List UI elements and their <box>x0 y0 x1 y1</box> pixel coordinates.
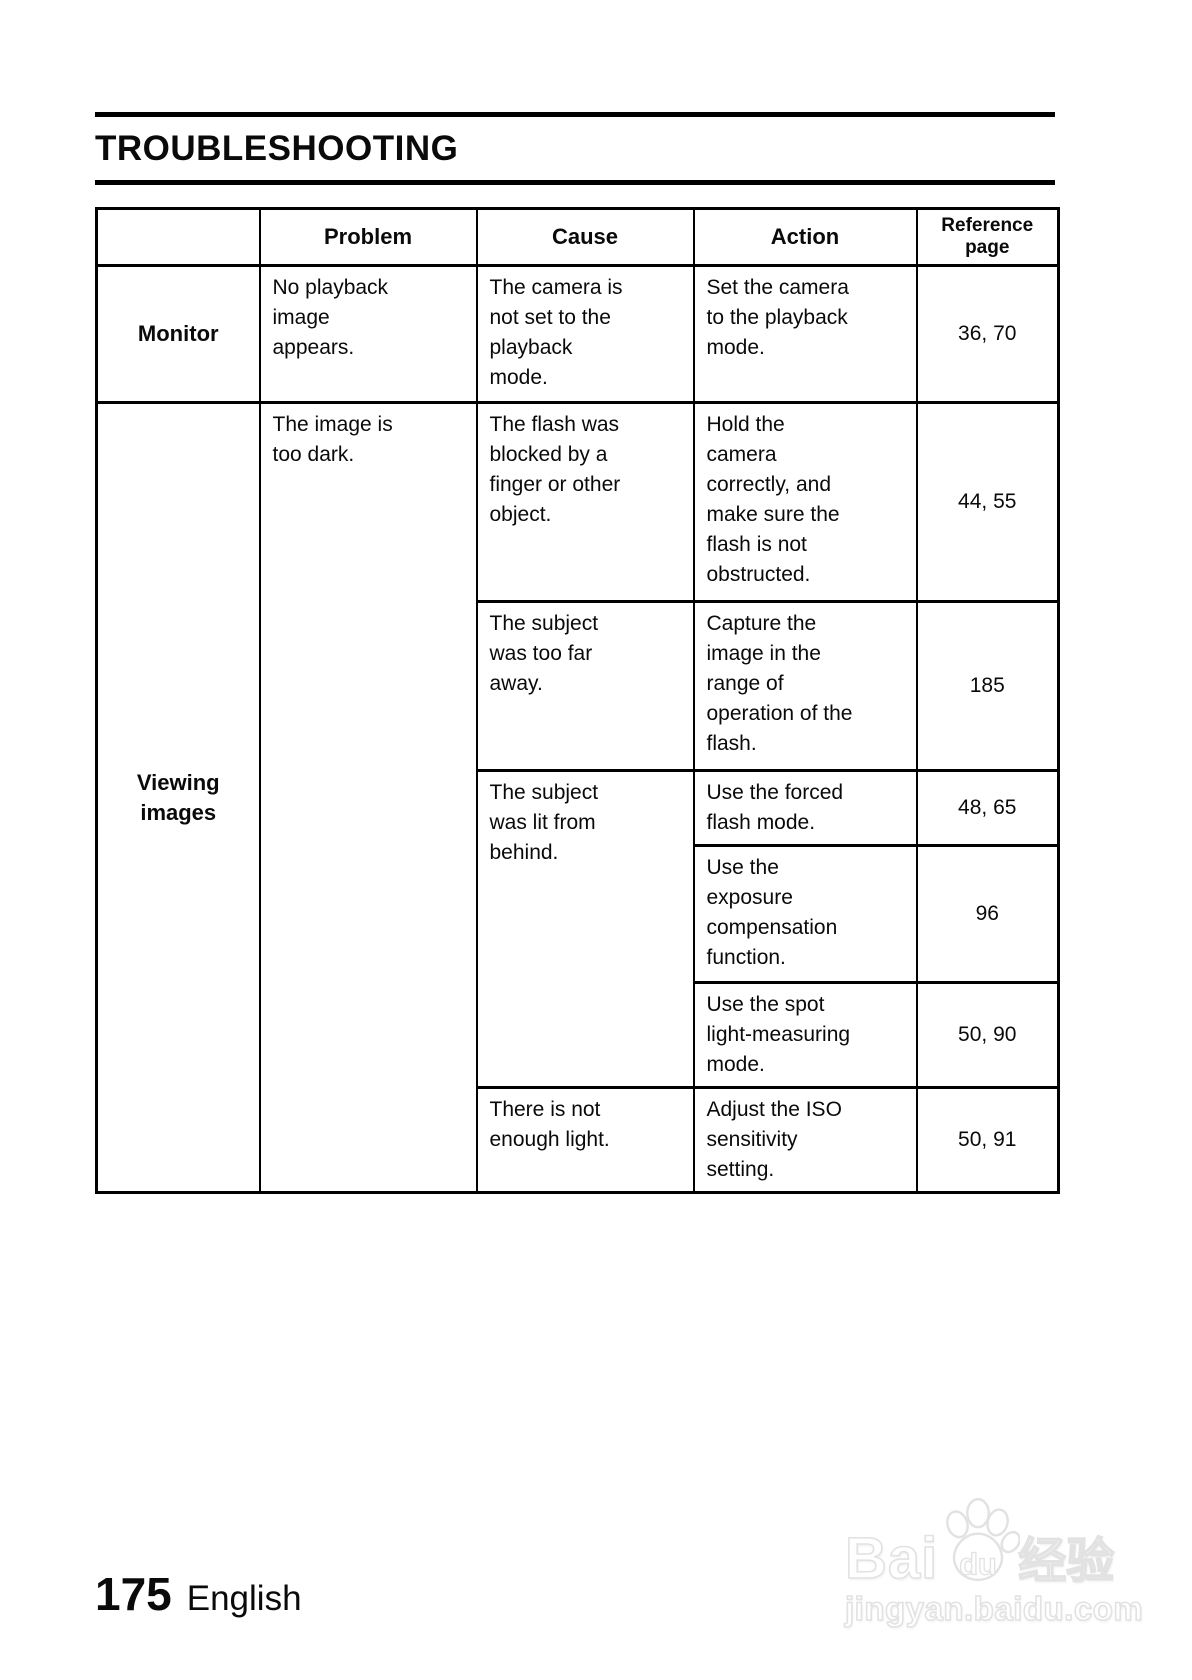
monitor-cause-cell: The camera is not set to the playback mo… <box>475 264 695 404</box>
troubleshooting-table: Problem Cause Action Reference page Moni… <box>95 207 1060 1194</box>
reference-adjust-iso-cell: 50, 91 <box>915 1086 1060 1194</box>
cause-lit-from-behind-cell: The subject was lit from behind. <box>475 769 695 1089</box>
baidu-logo-text-jingyan: 经验 <box>1017 1535 1115 1589</box>
monitor-action-cell: Set the camera to the playback mode. <box>692 264 918 404</box>
baidu-watermark-url: jingyan.baidu.com <box>844 1589 1144 1628</box>
monitor-reference-cell: 36, 70 <box>915 264 1060 404</box>
action-exposure-compensation-cell: Use the exposure compensation function. <box>692 844 918 984</box>
baidu-brand-row: Bai du 经验 <box>844 1498 1145 1591</box>
column-header-problem: Problem <box>258 207 478 267</box>
baidu-paw-icon: du <box>946 1498 1021 1582</box>
cause-not-enough-light-cell: There is not enough light. <box>475 1086 695 1194</box>
cause-subject-too-far-cell: The subject was too far away. <box>475 600 695 772</box>
baidu-watermark: Bai du 经验 jingyan.baidu.com <box>844 1498 1145 1628</box>
action-adjust-iso-cell: Adjust the ISO sensitivity setting. <box>692 1086 918 1194</box>
reference-exposure-compensation-cell: 96 <box>915 844 1060 984</box>
table-row-flash-blocked: Viewing images The image is too dark. Th… <box>95 401 1060 1194</box>
reference-forced-flash-cell: 48, 65 <box>915 769 1060 847</box>
cause-flash-blocked-cell: The flash was blocked by a finger or oth… <box>475 401 695 603</box>
column-header-action: Action <box>692 207 918 267</box>
title-rule-bottom <box>95 180 1055 185</box>
monitor-problem-cell: No playback image appears. <box>258 264 478 404</box>
column-header-blank <box>95 207 261 267</box>
table-row-monitor: Monitor No playback image appears. The c… <box>95 264 1060 404</box>
title-rule-top <box>95 112 1055 117</box>
reference-spot-light-measuring-cell: 50, 90 <box>915 981 1060 1089</box>
reference-capture-in-range-cell: 185 <box>915 600 1060 772</box>
baidu-logo-text-bai: Bai <box>844 1526 939 1591</box>
table-row-subject-too-far: The subject was too far away. Capture th… <box>97 600 1060 772</box>
table-row-not-enough-light: There is not enough light. Adjust the IS… <box>97 1086 1060 1194</box>
column-header-cause: Cause <box>475 207 695 267</box>
table-row-lit-from-behind: The subject was lit from behind. Use the… <box>97 769 1060 1089</box>
action-hold-camera-cell: Hold the camera correctly, and make sure… <box>692 401 918 603</box>
row-label-viewing-images: Viewing images <box>95 401 261 1194</box>
table-row-spot-light-measuring: Use the spot light-measuring mode. 50, 9… <box>97 981 1060 1089</box>
baidu-logo-text-du: du <box>959 1547 997 1582</box>
action-capture-in-range-cell: Capture the image in the range of operat… <box>692 600 918 772</box>
table-row-exposure-compensation: Use the exposure compensation function. … <box>97 844 1060 984</box>
page-title: TROUBLESHOOTING <box>95 129 459 168</box>
page-number: 175 <box>95 1568 172 1620</box>
action-spot-light-measuring-cell: Use the spot light-measuring mode. <box>692 981 918 1089</box>
action-forced-flash-cell: Use the forced flash mode. <box>692 769 918 847</box>
page-footer: 175 English <box>95 1570 302 1619</box>
viewing-problem-cell: The image is too dark. <box>258 401 478 1194</box>
table-header-row: Problem Cause Action Reference page <box>95 207 1060 267</box>
reference-hold-camera-cell: 44, 55 <box>915 401 1060 603</box>
row-label-monitor: Monitor <box>95 264 261 404</box>
page-language: English <box>186 1579 302 1618</box>
column-header-reference-page: Reference page <box>915 207 1060 267</box>
